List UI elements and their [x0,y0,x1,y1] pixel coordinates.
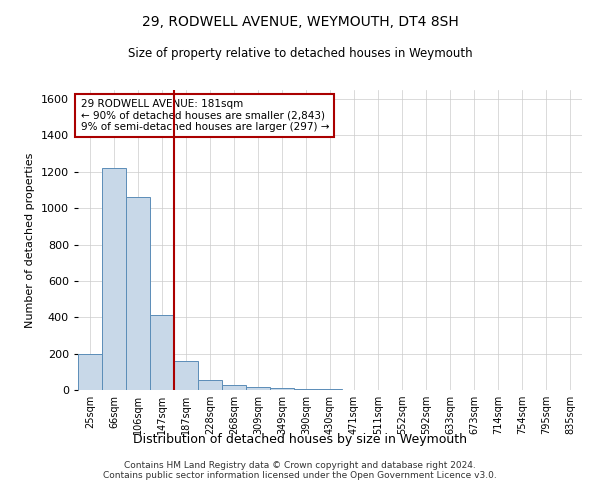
Text: Contains HM Land Registry data © Crown copyright and database right 2024.
Contai: Contains HM Land Registry data © Crown c… [103,460,497,480]
Text: 29 RODWELL AVENUE: 181sqm
← 90% of detached houses are smaller (2,843)
9% of sem: 29 RODWELL AVENUE: 181sqm ← 90% of detac… [80,99,329,132]
Y-axis label: Number of detached properties: Number of detached properties [25,152,35,328]
Bar [78,354,102,390]
Bar [246,388,270,390]
Bar [222,386,246,390]
Bar [150,316,174,390]
Bar [174,361,198,390]
Bar [126,198,150,390]
Text: Distribution of detached houses by size in Weymouth: Distribution of detached houses by size … [133,432,467,446]
Text: Size of property relative to detached houses in Weymouth: Size of property relative to detached ho… [128,48,472,60]
Bar [198,380,222,390]
Bar [294,389,318,390]
Text: 29, RODWELL AVENUE, WEYMOUTH, DT4 8SH: 29, RODWELL AVENUE, WEYMOUTH, DT4 8SH [142,15,458,29]
Bar [102,168,126,390]
Bar [270,388,294,390]
